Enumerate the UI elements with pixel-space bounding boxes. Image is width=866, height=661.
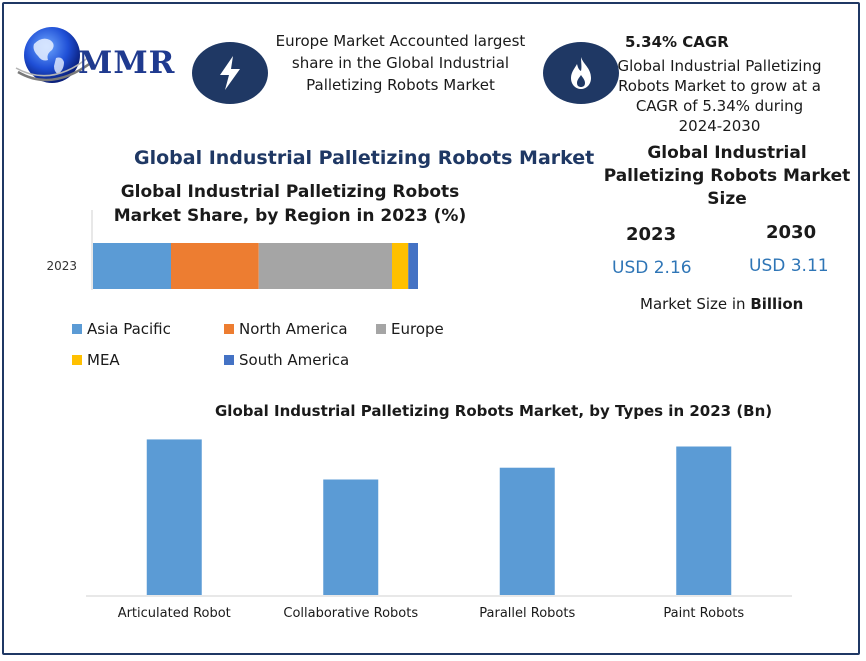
types-bar-chart	[86, 439, 792, 597]
legend-label: Asia Pacific	[87, 320, 171, 338]
value-2030: USD 3.11	[749, 256, 829, 276]
types-category-label: Paint Robots	[663, 606, 745, 621]
flame-icon	[543, 42, 619, 104]
legend-label: North America	[239, 320, 348, 338]
market-size-note: Market Size in Billion	[640, 295, 803, 313]
legend-item-mea: MEA	[72, 351, 120, 369]
cagr-text: Global Industrial Palletizing Robots Mar…	[617, 57, 822, 135]
cagr-title: 5.34% CAGR	[625, 33, 729, 51]
region-bar-segment-mea	[392, 243, 409, 289]
infographic-frame	[2, 2, 860, 655]
legend-label: Europe	[391, 320, 444, 338]
types-category-label: Articulated Robot	[117, 606, 231, 621]
legend-swatch	[224, 355, 234, 365]
legend-swatch	[224, 324, 234, 334]
types-bar-paint-robots	[676, 446, 732, 595]
region-bar-segment-south-america	[408, 243, 418, 289]
region-bar-segment-europe	[258, 243, 392, 289]
legend-label: South America	[239, 351, 350, 369]
value-2023: USD 2.16	[612, 258, 692, 278]
legend-item-europe: Europe	[376, 320, 444, 338]
market-size-title: Global Industrial Palletizing Robots Mar…	[603, 143, 851, 209]
legend-item-asia-pacific: Asia Pacific	[72, 320, 171, 338]
year-2023-label: 2023	[626, 224, 677, 245]
legend-item-south-america: South America	[224, 351, 349, 369]
region-stacked-bar-chart: 2023	[46, 210, 418, 290]
region-bar-segment-north-america	[171, 243, 259, 289]
types-bar-articulated-robot	[146, 439, 202, 595]
region-chart-title: Global Industrial Palletizing Robots Mar…	[113, 182, 467, 226]
mmr-logo	[15, 27, 93, 83]
types-bar-parallel-robots	[499, 467, 555, 595]
types-category-label: Collaborative Robots	[283, 606, 419, 621]
lightning-bolt-icon	[192, 42, 268, 104]
region-bar-segment-asia-pacific	[93, 243, 171, 289]
legend-item-north-america: North America	[224, 320, 348, 338]
main-title: Global Industrial Palletizing Robots Mar…	[134, 147, 595, 169]
legend-label: MEA	[87, 351, 120, 369]
region-legend: Asia Pacific North America Europe MEA South …	[72, 320, 472, 380]
types-category-labels: Articulated Robot Collaborative Robots Par…	[86, 606, 792, 626]
region-category-label: 2023	[46, 259, 77, 273]
types-bar-collaborative-robots	[323, 479, 379, 595]
legend-swatch	[72, 324, 82, 334]
europe-callout-text: Europe Market Accounted largest share in…	[275, 32, 526, 94]
market-size-note-unit: Billion	[750, 295, 804, 313]
year-2030-label: 2030	[766, 222, 817, 243]
legend-swatch	[72, 355, 82, 365]
market-size-note-prefix: Market Size in	[640, 295, 751, 313]
types-category-label: Parallel Robots	[479, 606, 576, 621]
legend-swatch	[376, 324, 386, 334]
logo-text: MMR	[78, 45, 176, 81]
types-chart-title: Global Industrial Palletizing Robots Mar…	[215, 402, 773, 420]
